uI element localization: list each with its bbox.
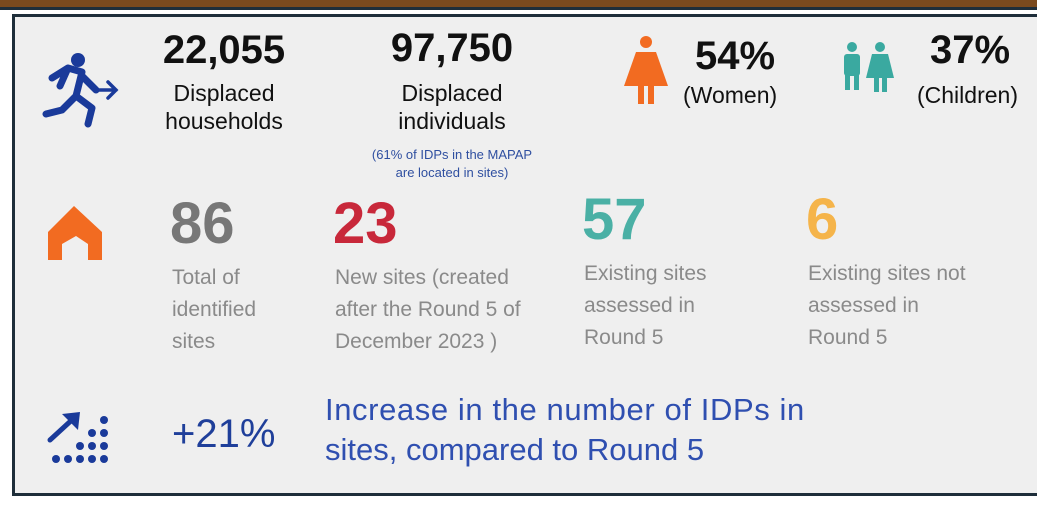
site-label: Round 5 [584,326,664,349]
individuals-label: individuals [398,108,506,134]
individuals-value: 97,750 [390,26,514,70]
site-label: New sites (created [335,266,509,289]
children-icon [844,42,894,92]
site-value: 86 [170,191,235,256]
increase-label: Increase in the number of IDPs in [325,392,805,427]
runner-icon [42,53,119,128]
site-label: Existing sites not [808,262,966,285]
site-label: after the Round 5 of [335,298,521,321]
site-value: 23 [333,191,398,256]
site-value: 57 [582,187,647,252]
woman-icon [624,36,668,104]
site-label: December 2023 ) [335,330,498,353]
site-label: identified [172,298,257,321]
women-label: (Women) [683,82,778,108]
growth-icon [47,412,108,463]
children-label: (Children) [917,82,1018,108]
site-label: Round 5 [808,326,888,349]
shelter-icon [48,206,102,260]
increase-label: sites, compared to Round 5 [325,432,705,467]
site-label: Existing sites [584,262,707,285]
households-value: 22,055 [162,28,286,72]
households-label: Displaced [173,80,275,106]
site-value: 6 [806,187,839,252]
individuals-note: (61% of IDPs in the MAPAP [371,147,533,162]
site-label: Total of [172,266,240,289]
top-bar [0,0,1037,10]
individuals-note: are located in sites) [395,165,509,180]
individuals-label: Displaced [401,80,503,106]
households-label: households [165,108,283,134]
increase-value: +21% [172,412,276,456]
women-value: 54% [695,34,776,78]
site-label: assessed in [584,294,695,317]
site-label: assessed in [808,294,919,317]
panel [12,14,1037,496]
site-label: sites [172,330,216,353]
children-value: 37% [930,28,1011,72]
